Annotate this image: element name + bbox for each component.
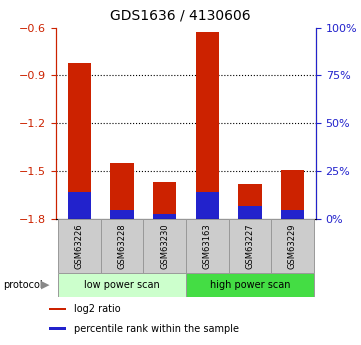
Bar [68, 192, 91, 219]
Bar [58, 219, 101, 273]
Text: GSM63228: GSM63228 [117, 223, 126, 269]
Text: GSM63227: GSM63227 [245, 223, 255, 269]
Text: percentile rank within the sample: percentile rank within the sample [74, 324, 239, 334]
Text: low power scan: low power scan [84, 280, 160, 289]
Bar [110, 163, 134, 219]
Bar [229, 219, 271, 273]
Bar [49, 327, 66, 330]
Bar [186, 273, 314, 297]
Bar [143, 219, 186, 273]
Text: GSM63226: GSM63226 [75, 223, 84, 269]
Bar [153, 183, 176, 219]
Bar [49, 308, 66, 310]
Text: GSM63229: GSM63229 [288, 223, 297, 268]
Bar [238, 184, 262, 219]
Bar [101, 219, 143, 273]
Text: ▶: ▶ [41, 280, 49, 289]
Text: high power scan: high power scan [210, 280, 290, 289]
Text: protocol: protocol [4, 280, 43, 289]
Bar [281, 170, 304, 219]
Text: GDS1636 / 4130606: GDS1636 / 4130606 [110, 9, 251, 23]
Text: GSM63163: GSM63163 [203, 223, 212, 269]
Text: GSM63230: GSM63230 [160, 223, 169, 269]
Bar [196, 32, 219, 219]
Bar [186, 219, 229, 273]
Bar [110, 209, 134, 219]
Bar [281, 209, 304, 219]
Text: log2 ratio: log2 ratio [74, 304, 121, 314]
Bar [238, 206, 262, 219]
Bar [271, 219, 314, 273]
Bar [68, 63, 91, 219]
Bar [58, 273, 186, 297]
Bar [153, 214, 176, 219]
Bar [196, 192, 219, 219]
